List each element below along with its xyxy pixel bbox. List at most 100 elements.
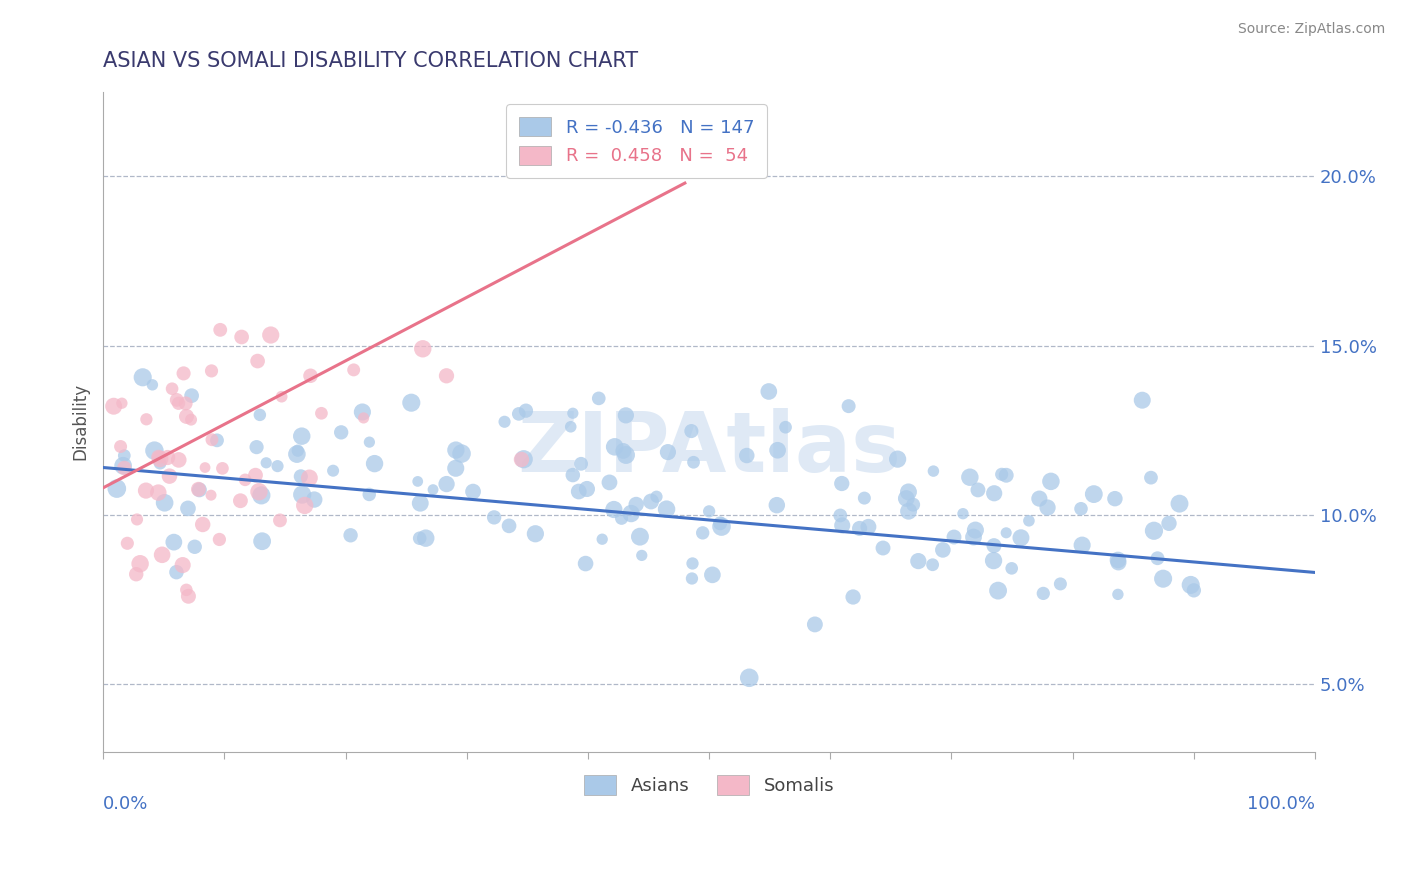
Legend: Asians, Somalis: Asians, Somalis: [576, 768, 842, 802]
Point: [245, 440, 267, 454]
Point: [322, 464, 344, 478]
Point: [208, 533, 231, 547]
Point: [436, 368, 458, 383]
Point: [125, 567, 148, 582]
Point: [692, 525, 714, 540]
Point: [299, 368, 322, 383]
Text: ASIAN VS SOMALI DISABILITY CORRELATION CHART: ASIAN VS SOMALI DISABILITY CORRELATION C…: [103, 51, 638, 70]
Point: [959, 470, 981, 484]
Point: [610, 511, 633, 525]
Y-axis label: Disability: Disability: [72, 384, 89, 460]
Point: [682, 455, 704, 469]
Point: [211, 461, 233, 475]
Point: [111, 396, 134, 410]
Point: [1182, 583, 1205, 598]
Point: [568, 484, 591, 499]
Point: [285, 447, 308, 461]
Point: [561, 468, 583, 483]
Point: [775, 420, 797, 434]
Point: [738, 671, 761, 685]
Point: [1010, 531, 1032, 545]
Point: [125, 512, 148, 526]
Point: [897, 484, 920, 499]
Point: [245, 468, 267, 483]
Point: [132, 370, 155, 384]
Point: [574, 557, 596, 571]
Point: [166, 565, 188, 579]
Point: [294, 499, 316, 513]
Point: [512, 452, 534, 467]
Point: [655, 502, 678, 516]
Point: [287, 443, 309, 458]
Point: [290, 469, 312, 483]
Point: [159, 469, 181, 483]
Point: [249, 408, 271, 422]
Point: [148, 485, 170, 500]
Point: [180, 389, 202, 403]
Point: [191, 517, 214, 532]
Point: [177, 589, 200, 603]
Point: [614, 409, 637, 423]
Point: [872, 541, 894, 555]
Point: [709, 516, 731, 531]
Text: 0.0%: 0.0%: [103, 795, 149, 813]
Point: [628, 530, 651, 544]
Point: [339, 528, 361, 542]
Point: [247, 484, 270, 499]
Point: [149, 456, 172, 470]
Point: [359, 487, 381, 501]
Text: ZIPAtlas: ZIPAtlas: [517, 408, 901, 489]
Point: [444, 443, 467, 458]
Point: [952, 507, 974, 521]
Point: [260, 328, 283, 343]
Point: [510, 452, 533, 467]
Point: [105, 482, 128, 496]
Point: [983, 554, 1005, 568]
Point: [569, 457, 592, 471]
Point: [575, 482, 598, 496]
Point: [177, 501, 200, 516]
Point: [922, 464, 945, 478]
Point: [174, 396, 197, 410]
Point: [598, 475, 620, 490]
Point: [205, 434, 228, 448]
Point: [250, 488, 273, 502]
Point: [156, 450, 179, 465]
Point: [831, 518, 853, 533]
Point: [1032, 586, 1054, 600]
Point: [148, 450, 170, 464]
Point: [112, 461, 135, 475]
Point: [1028, 491, 1050, 506]
Point: [831, 476, 853, 491]
Point: [620, 507, 643, 521]
Point: [173, 367, 195, 381]
Point: [965, 523, 987, 537]
Point: [765, 498, 787, 512]
Point: [406, 475, 429, 489]
Point: [1152, 572, 1174, 586]
Point: [907, 554, 929, 568]
Point: [266, 459, 288, 474]
Point: [233, 473, 256, 487]
Point: [194, 460, 217, 475]
Point: [200, 364, 222, 378]
Point: [450, 447, 472, 461]
Text: 100.0%: 100.0%: [1247, 795, 1315, 813]
Point: [110, 440, 132, 454]
Point: [229, 493, 252, 508]
Point: [886, 452, 908, 467]
Point: [710, 519, 733, 533]
Point: [1071, 538, 1094, 552]
Point: [1107, 555, 1129, 569]
Point: [1146, 551, 1168, 566]
Point: [588, 392, 610, 406]
Point: [1168, 497, 1191, 511]
Point: [304, 492, 326, 507]
Point: [188, 483, 211, 497]
Point: [1157, 516, 1180, 531]
Point: [983, 539, 1005, 553]
Point: [1018, 514, 1040, 528]
Point: [172, 558, 194, 572]
Point: [187, 483, 209, 497]
Point: [1180, 578, 1202, 592]
